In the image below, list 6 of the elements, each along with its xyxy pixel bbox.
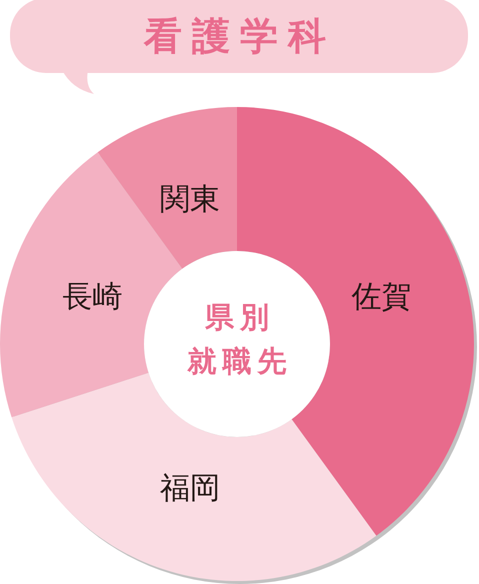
subtitle: 県別就職先 bbox=[188, 302, 292, 378]
title: 看護学科 bbox=[144, 16, 336, 58]
label: 長崎 bbox=[62, 280, 122, 314]
label: 福岡 bbox=[160, 472, 220, 506]
label: 関東 bbox=[160, 182, 220, 216]
label: 佐賀 bbox=[352, 280, 412, 314]
